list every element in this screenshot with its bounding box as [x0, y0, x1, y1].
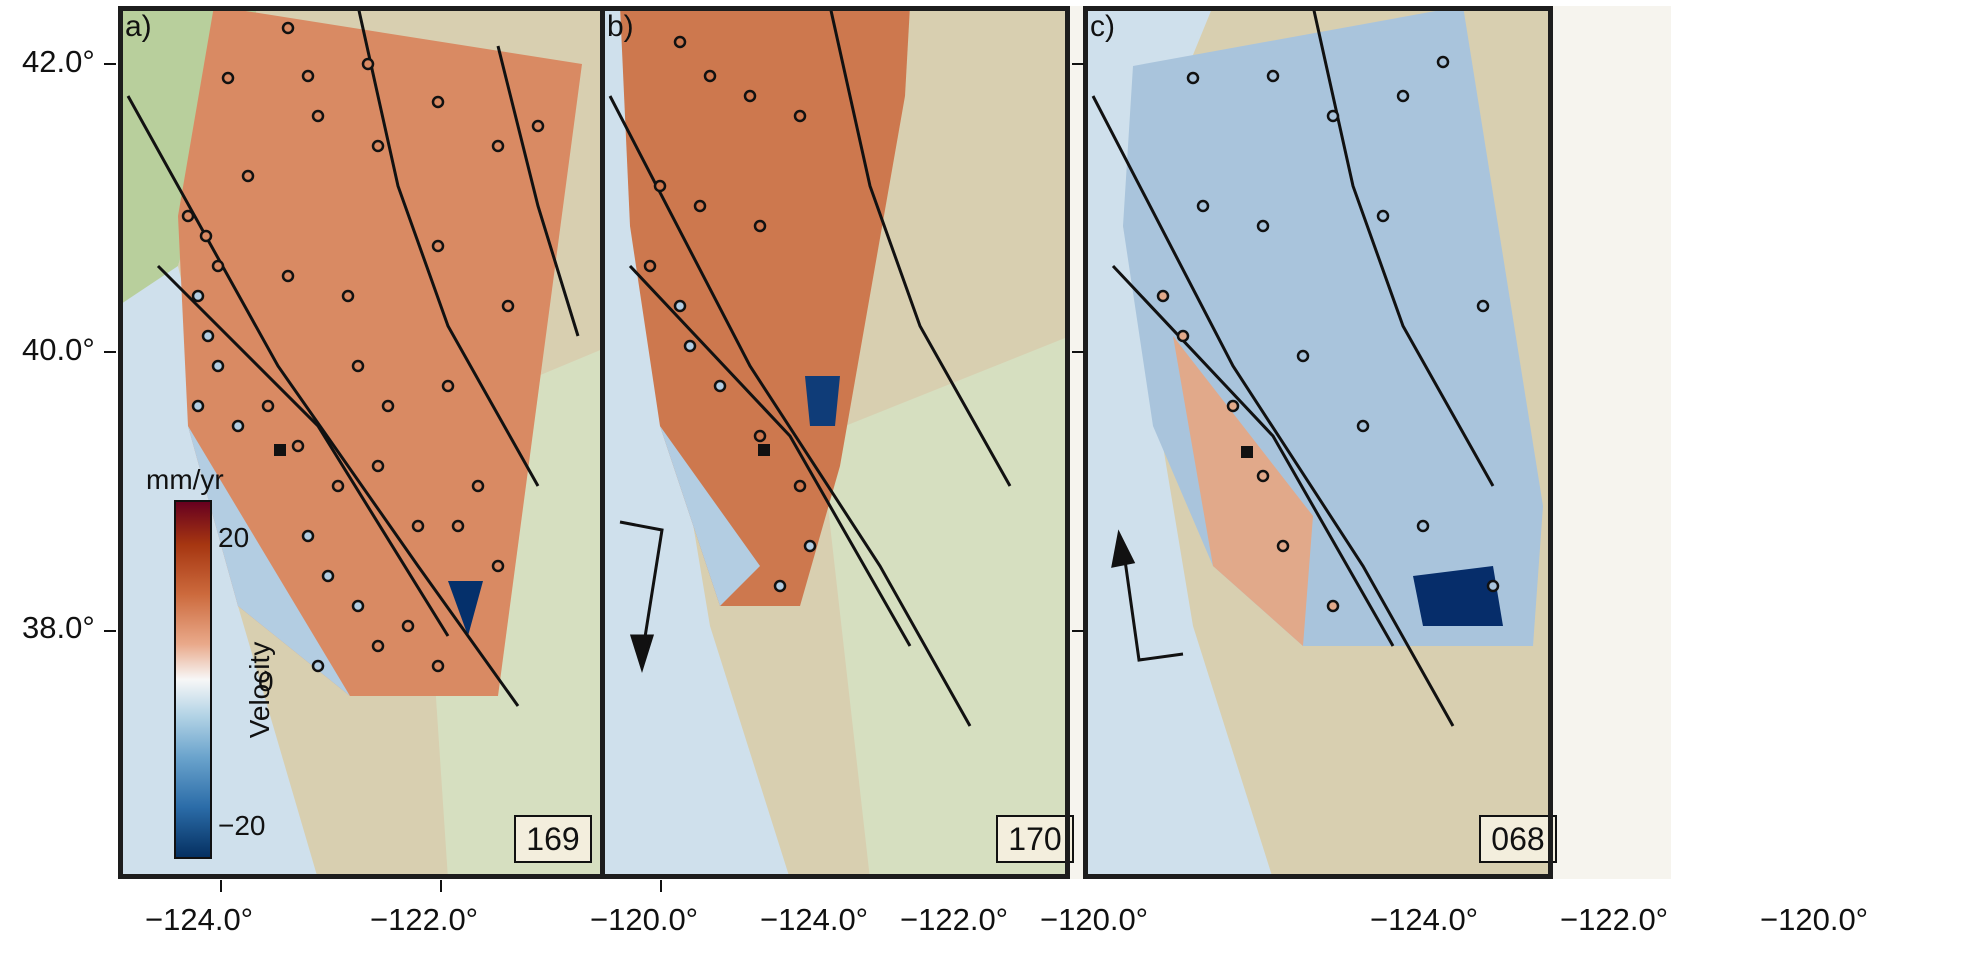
- reference-point: [274, 444, 286, 456]
- x-tick: [220, 880, 222, 892]
- x-tick-label: −122.0°: [900, 902, 1009, 937]
- x-tick-label: −124.0°: [1370, 902, 1479, 937]
- insar-swath: [620, 6, 910, 606]
- fault-lines: [1091, 6, 1495, 727]
- gnss-stations: [1156, 55, 1500, 613]
- look-direction-arrow: [619, 520, 664, 674]
- colorbar: [174, 500, 212, 859]
- subsidence-patch: [805, 376, 840, 426]
- track-label: 170: [996, 815, 1074, 863]
- swath-west-positive: [1173, 336, 1313, 646]
- look-direction-arrow: [1111, 529, 1184, 662]
- swath-west-negative: [188, 426, 350, 696]
- x-tick-label: −124.0°: [145, 902, 254, 937]
- y-tick: [1072, 630, 1084, 632]
- fault-lines: [608, 6, 1012, 727]
- x-tick: [660, 880, 662, 892]
- track-label: 169: [514, 815, 592, 863]
- panel-letter: b): [607, 10, 634, 43]
- y-tick: [1072, 63, 1084, 65]
- x-tick-label: −120.0°: [1760, 902, 1869, 937]
- x-tick-label: −120.0°: [1040, 902, 1149, 937]
- subsidence-patch: [448, 581, 483, 636]
- gnss-stations: [181, 21, 545, 673]
- y-tick: [104, 63, 116, 65]
- y-tick: [1072, 351, 1084, 353]
- central-valley: [820, 336, 1070, 879]
- colorbar-unit: mm/yr: [146, 464, 224, 495]
- swath-west-negative: [660, 426, 760, 606]
- map-canvas-c: [1083, 6, 1553, 879]
- x-tick-label: −120.0°: [590, 902, 699, 937]
- map-canvas-b: [600, 6, 1070, 879]
- subsidence-patch: [1413, 566, 1503, 626]
- x-tick: [440, 880, 442, 892]
- panel-letter: a): [125, 10, 152, 43]
- x-tick-label: −122.0°: [370, 902, 479, 937]
- colorbar-tick-label: −20: [218, 810, 266, 841]
- insar-swath: [178, 6, 582, 696]
- y-tick-label: 38.0°: [22, 610, 95, 645]
- colorbar-title: Velocity: [244, 641, 275, 739]
- colorbar-tick-label: 0: [258, 666, 274, 697]
- map-panel-c: c) 068: [1083, 6, 1671, 879]
- x-tick-label: −124.0°: [760, 902, 869, 937]
- y-tick-label: 40.0°: [22, 332, 95, 367]
- y-tick: [104, 351, 116, 353]
- x-tick-label: −122.0°: [1560, 902, 1669, 937]
- reference-point: [1241, 446, 1253, 458]
- colorbar-tick-label: 20: [218, 522, 250, 553]
- reference-point: [758, 444, 770, 456]
- y-tick-label: 42.0°: [22, 44, 95, 79]
- gnss-stations: [643, 35, 817, 593]
- track-label: 068: [1479, 815, 1557, 863]
- panel-letter: c): [1090, 10, 1115, 43]
- y-tick: [104, 630, 116, 632]
